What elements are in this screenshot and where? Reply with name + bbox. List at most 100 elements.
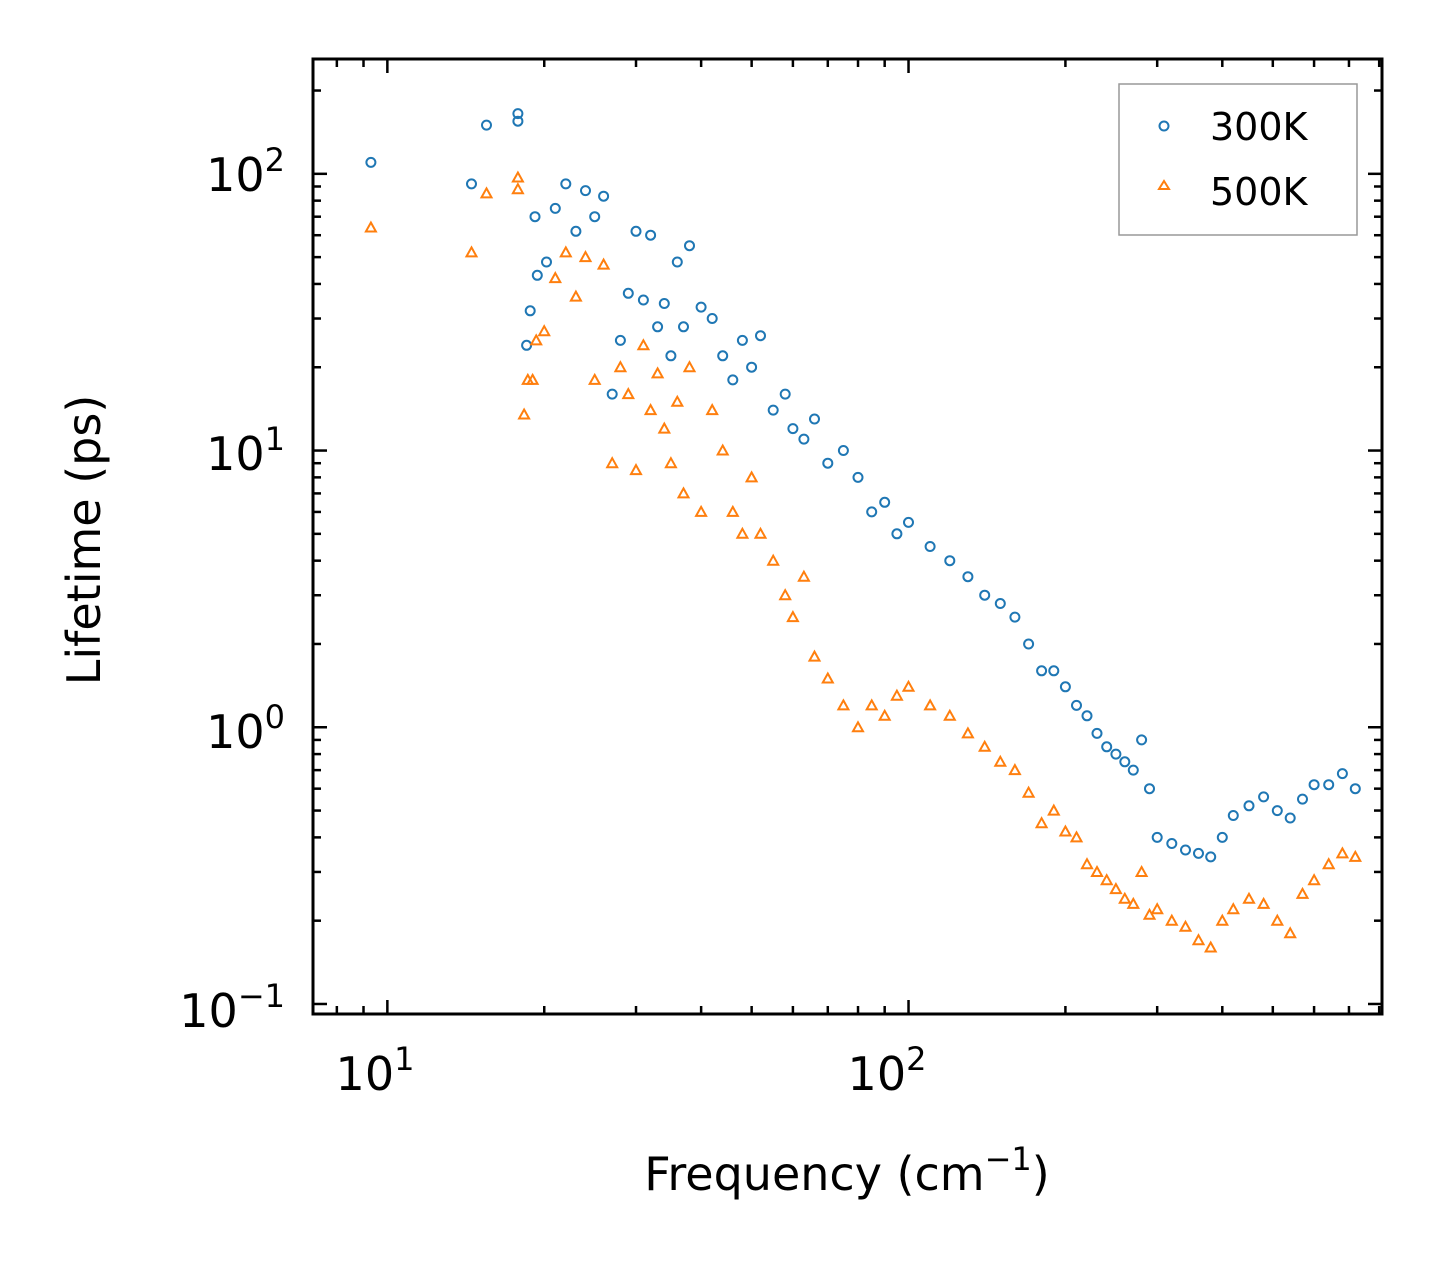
data-point-500k bbox=[1270, 913, 1284, 926]
data-point-300k bbox=[1227, 810, 1239, 821]
data-point-500k bbox=[1295, 886, 1310, 899]
data-point-300k bbox=[1119, 756, 1131, 768]
data-point-500k bbox=[621, 387, 635, 400]
y-tick-label: 100 bbox=[206, 698, 285, 759]
data-point-300k bbox=[1258, 791, 1270, 803]
data-point-300k bbox=[1048, 665, 1060, 677]
data-point-300k bbox=[466, 178, 477, 190]
data-point-500k bbox=[1090, 864, 1104, 877]
data-point-300k bbox=[1127, 764, 1139, 776]
data-point-300k bbox=[1071, 699, 1082, 711]
data-point-500k bbox=[676, 486, 691, 499]
data-point-300k bbox=[614, 334, 626, 346]
data-point-300k bbox=[678, 321, 689, 333]
data-point-300k bbox=[736, 334, 748, 346]
data-point-500k bbox=[479, 186, 494, 199]
data-point-500k bbox=[1204, 940, 1218, 953]
data-point-300k bbox=[671, 256, 683, 268]
data-point-500k bbox=[1080, 857, 1094, 870]
data-point-500k bbox=[464, 245, 479, 258]
data-point-500k bbox=[923, 698, 937, 711]
data-point-300k bbox=[560, 178, 572, 190]
data-point-300k bbox=[903, 516, 914, 528]
data-point-500k bbox=[1242, 891, 1256, 904]
data-point-500k bbox=[878, 708, 892, 721]
data-point-500k bbox=[1215, 913, 1229, 926]
data-point-500k bbox=[851, 720, 865, 733]
data-point-500k bbox=[578, 250, 593, 263]
data-point-300k bbox=[606, 388, 618, 400]
legend-box bbox=[1118, 83, 1358, 236]
plot-frame bbox=[311, 57, 1384, 1016]
data-point-300k bbox=[924, 541, 936, 552]
data-point-500k bbox=[517, 407, 531, 420]
x-tick-labels: 101 102 bbox=[336, 1040, 927, 1101]
data-point-500k bbox=[961, 726, 975, 739]
data-point-500k bbox=[1100, 873, 1114, 886]
data-point-300k bbox=[652, 321, 664, 333]
data-point-300k bbox=[365, 156, 377, 168]
data-point-300k bbox=[549, 202, 561, 214]
data-point-300k bbox=[852, 471, 864, 483]
series-500k bbox=[364, 170, 1362, 953]
data-point-300k bbox=[658, 298, 670, 309]
data-point-300k bbox=[706, 313, 718, 324]
data-point-300k bbox=[779, 388, 791, 400]
data-point-500k bbox=[1226, 902, 1240, 915]
data-points-layer bbox=[364, 108, 1362, 953]
data-point-300k bbox=[512, 108, 524, 120]
y-tick-label: 10−1 bbox=[179, 977, 285, 1038]
data-point-500k bbox=[537, 324, 551, 337]
data-point-300k bbox=[1023, 638, 1035, 650]
data-point-500k bbox=[890, 688, 904, 701]
data-point-300k bbox=[837, 445, 849, 456]
data-point-500k bbox=[1191, 933, 1206, 946]
data-point-500k bbox=[650, 366, 665, 379]
data-point-500k bbox=[1134, 864, 1149, 877]
data-point-300k bbox=[570, 225, 582, 237]
data-point-300k bbox=[1297, 793, 1308, 805]
data-point-300k bbox=[879, 496, 891, 508]
data-point-500k bbox=[993, 754, 1007, 767]
data-point-300k bbox=[866, 506, 878, 518]
data-point-500k bbox=[705, 403, 719, 416]
data-point-500k bbox=[786, 610, 800, 623]
data-point-300k bbox=[630, 225, 642, 237]
data-point-500k bbox=[1069, 830, 1084, 843]
data-point-500k bbox=[643, 403, 658, 416]
data-point-500k bbox=[613, 360, 628, 373]
data-point-500k bbox=[1047, 803, 1061, 816]
data-point-500k bbox=[1058, 824, 1073, 837]
data-point-300k bbox=[1193, 847, 1204, 859]
data-point-500k bbox=[1256, 896, 1271, 909]
data-point-300k bbox=[727, 374, 739, 386]
data-point-500k bbox=[569, 289, 583, 302]
data-point-300k bbox=[695, 301, 707, 313]
data-point-500k bbox=[1109, 882, 1123, 895]
data-point-300k bbox=[531, 269, 543, 281]
data-point-500k bbox=[1348, 849, 1362, 862]
data-point-300k bbox=[512, 115, 524, 127]
y-tick-labels: 10−1 100 101 102 bbox=[179, 141, 285, 1038]
data-point-300k bbox=[798, 433, 810, 445]
data-point-300k bbox=[1336, 768, 1348, 780]
data-point-500k bbox=[821, 671, 835, 684]
data-point-500k bbox=[1335, 846, 1350, 859]
data-point-300k bbox=[524, 305, 536, 317]
data-point-500k bbox=[525, 372, 540, 385]
data-point-300k bbox=[645, 229, 657, 241]
major-ticks bbox=[313, 59, 1382, 1014]
data-point-500k bbox=[726, 504, 740, 517]
data-point-500k bbox=[943, 708, 957, 721]
data-point-500k bbox=[682, 360, 697, 373]
data-point-300k bbox=[665, 350, 677, 362]
x-axis-title: Frequency (cm−1) bbox=[644, 1140, 1049, 1201]
data-point-300k bbox=[637, 294, 649, 306]
data-point-500k bbox=[664, 456, 678, 469]
legend-marker-300k bbox=[1158, 120, 1170, 132]
data-point-500k bbox=[716, 443, 730, 456]
data-point-300k bbox=[1144, 783, 1155, 795]
x-tick-label: 102 bbox=[848, 1040, 927, 1101]
legend-label-300k: 300K bbox=[1210, 105, 1309, 149]
y-tick-label: 102 bbox=[206, 141, 285, 202]
